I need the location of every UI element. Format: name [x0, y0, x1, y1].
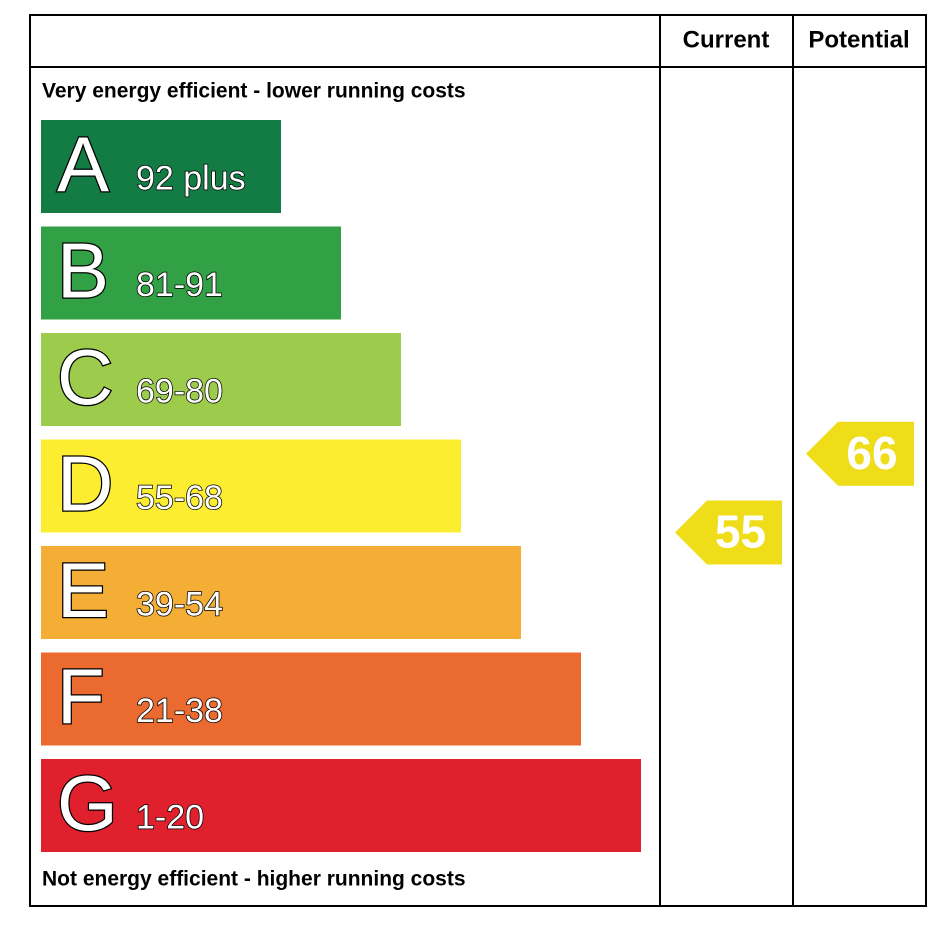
rating-arrow: [675, 500, 782, 565]
top-note: Very energy efficient - lower running co…: [42, 80, 466, 103]
band-letter: D: [57, 440, 113, 528]
band-letter: F: [57, 653, 105, 741]
band-bar: [41, 652, 581, 746]
band-bar: [41, 120, 281, 213]
band-letter: C: [57, 333, 113, 421]
band-bar: [41, 546, 521, 639]
rating-value: 55: [715, 506, 766, 558]
rating-arrow: [806, 421, 914, 486]
band-range: 81-91: [136, 266, 223, 304]
band-bar: [41, 439, 461, 533]
band-letter: G: [57, 759, 118, 847]
band-letter: A: [57, 120, 109, 208]
band-range: 39-54: [136, 585, 223, 623]
header-current: Current: [683, 26, 770, 53]
band-range: 92 plus: [136, 159, 246, 197]
band-letter: E: [57, 546, 109, 634]
header-potential: Potential: [808, 26, 909, 53]
band-bar: [41, 333, 401, 426]
band-bar: [41, 226, 341, 320]
rating-value: 66: [846, 427, 897, 479]
band-range: 1-20: [136, 798, 204, 836]
band-bar: [41, 759, 641, 852]
band-letter: B: [57, 227, 109, 315]
band-range: 55-68: [136, 479, 223, 517]
band-range: 69-80: [136, 372, 223, 410]
band-range: 21-38: [136, 692, 223, 730]
bottom-note: Not energy efficient - higher running co…: [42, 868, 466, 891]
